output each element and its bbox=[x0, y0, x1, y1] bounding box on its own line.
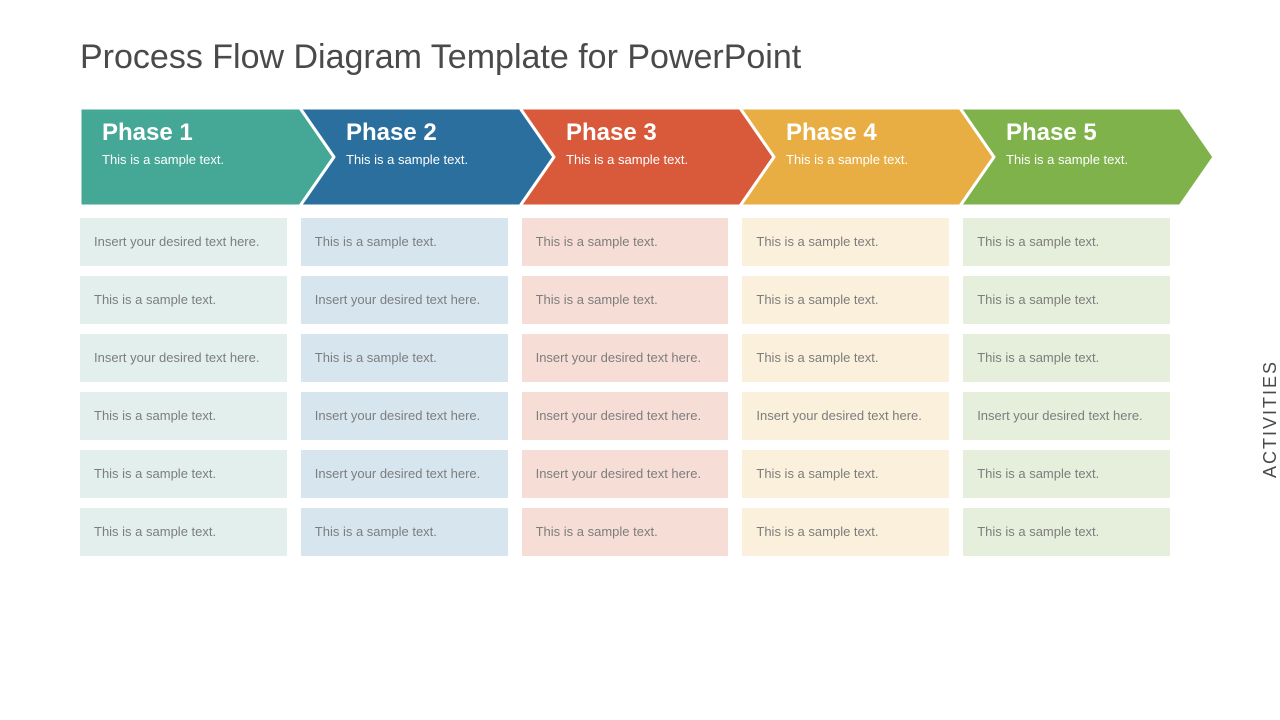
phase-chevron-5: Phase 5 This is a sample text. bbox=[960, 108, 1214, 206]
phase-chevron-4: Phase 4 This is a sample text. bbox=[740, 108, 994, 206]
page-title: Process Flow Diagram Template for PowerP… bbox=[80, 38, 801, 77]
phase-subtitle: This is a sample text. bbox=[346, 152, 544, 168]
phase-chevron-row: Phase 1 This is a sample text. Phase 2 This… bbox=[80, 108, 1220, 206]
activity-cell: This is a sample text. bbox=[80, 276, 287, 324]
phase-subtitle: This is a sample text. bbox=[1006, 152, 1204, 168]
activity-cell: This is a sample text. bbox=[301, 218, 508, 266]
phase-subtitle: This is a sample text. bbox=[566, 152, 764, 168]
activity-cell: This is a sample text. bbox=[301, 508, 508, 556]
activity-cell: This is a sample text. bbox=[742, 218, 949, 266]
activity-cell: Insert your desired text here. bbox=[742, 392, 949, 440]
activity-cell: This is a sample text. bbox=[742, 334, 949, 382]
activity-cell: This is a sample text. bbox=[522, 508, 729, 556]
activity-cell: Insert your desired text here. bbox=[80, 218, 287, 266]
phase-title: Phase 4 bbox=[786, 120, 984, 146]
phase-chevron-1: Phase 1 This is a sample text. bbox=[80, 108, 334, 206]
process-flow-diagram: Phase 1 This is a sample text. Phase 2 This… bbox=[80, 108, 1220, 556]
activities-side-label: ACTIVITIES bbox=[1260, 360, 1280, 478]
activity-cell: Insert your desired text here. bbox=[301, 450, 508, 498]
phase-chevron-3: Phase 3 This is a sample text. bbox=[520, 108, 774, 206]
activity-cell: This is a sample text. bbox=[80, 508, 287, 556]
activity-cell: Insert your desired text here. bbox=[963, 392, 1170, 440]
phase-subtitle: This is a sample text. bbox=[786, 152, 984, 168]
activity-cell: This is a sample text. bbox=[742, 450, 949, 498]
phase-subtitle: This is a sample text. bbox=[102, 152, 324, 168]
phase-chevron-2: Phase 2 This is a sample text. bbox=[300, 108, 554, 206]
activity-cell: Insert your desired text here. bbox=[522, 334, 729, 382]
activities-grid: Insert your desired text here. This is a … bbox=[80, 218, 1170, 556]
phase-title: Phase 2 bbox=[346, 120, 544, 146]
activity-cell: This is a sample text. bbox=[80, 450, 287, 498]
activity-cell: Insert your desired text here. bbox=[522, 392, 729, 440]
activity-cell: This is a sample text. bbox=[301, 334, 508, 382]
activity-cell: This is a sample text. bbox=[522, 218, 729, 266]
activity-cell: This is a sample text. bbox=[963, 334, 1170, 382]
activity-cell: This is a sample text. bbox=[80, 392, 287, 440]
activity-cell: This is a sample text. bbox=[963, 508, 1170, 556]
activity-cell: This is a sample text. bbox=[742, 276, 949, 324]
activity-cell: This is a sample text. bbox=[522, 276, 729, 324]
activity-cell: This is a sample text. bbox=[742, 508, 949, 556]
phase-title: Phase 5 bbox=[1006, 120, 1204, 146]
activity-cell: Insert your desired text here. bbox=[301, 276, 508, 324]
phase-title: Phase 1 bbox=[102, 120, 324, 146]
activity-cell: This is a sample text. bbox=[963, 218, 1170, 266]
activity-cell: This is a sample text. bbox=[963, 450, 1170, 498]
activity-cell: Insert your desired text here. bbox=[80, 334, 287, 382]
activity-cell: This is a sample text. bbox=[963, 276, 1170, 324]
phase-title: Phase 3 bbox=[566, 120, 764, 146]
activity-cell: Insert your desired text here. bbox=[522, 450, 729, 498]
activity-cell: Insert your desired text here. bbox=[301, 392, 508, 440]
